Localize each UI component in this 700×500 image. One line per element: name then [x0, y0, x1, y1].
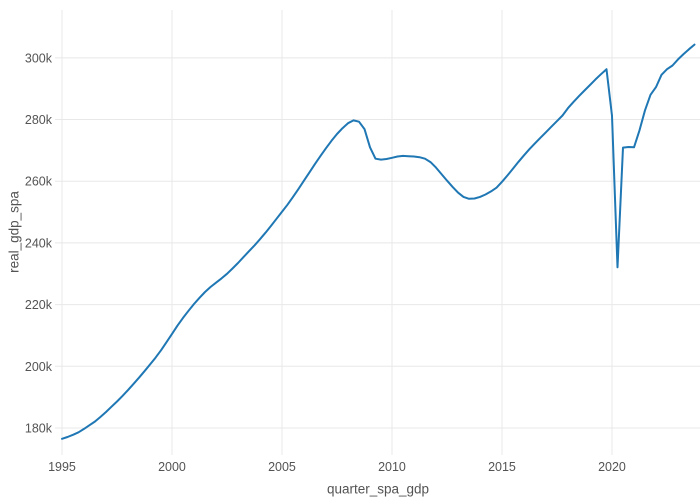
x-tick-label: 1995 — [48, 460, 76, 474]
y-tick-label: 260k — [25, 175, 53, 189]
x-axis-title: quarter_spa_gdp — [326, 481, 430, 497]
y-tick-label: 220k — [25, 298, 53, 312]
gdp-line-series — [61, 43, 696, 440]
x-tick-label: 2015 — [488, 460, 516, 474]
y-tick-label: 180k — [25, 422, 53, 436]
y-tick-label: 200k — [25, 360, 53, 374]
x-tick-label: 2010 — [378, 460, 406, 474]
y-tick-label: 240k — [25, 236, 53, 250]
x-tick-label: 2000 — [158, 460, 186, 474]
x-tick-label: 2005 — [268, 460, 296, 474]
y-tick-label: 280k — [25, 113, 53, 127]
y-tick-label: 300k — [25, 51, 53, 65]
y-axis-title: real_gdp_spa — [6, 191, 22, 273]
x-tick-label: 2020 — [598, 460, 626, 474]
